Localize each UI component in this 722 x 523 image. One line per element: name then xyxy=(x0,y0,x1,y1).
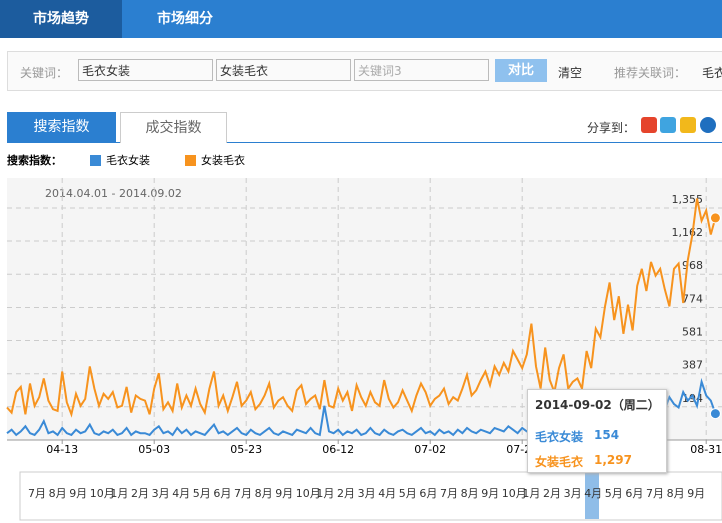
navigator-label: 9月 xyxy=(687,487,705,500)
navigator-label: 5月 xyxy=(605,487,623,500)
x-tick-label: 07-02 xyxy=(414,443,446,456)
x-tick-label: 05-23 xyxy=(230,443,262,456)
share-icon[interactable] xyxy=(660,117,676,133)
keyword-input[interactable]: 女装毛衣 xyxy=(216,59,351,81)
navigator-label: 6月 xyxy=(419,487,437,500)
legend-label: 毛衣女装 xyxy=(106,153,150,167)
navigator-label: 3月 xyxy=(152,487,170,500)
navigator-label: 7月 xyxy=(646,487,664,500)
x-tick-label: 05-03 xyxy=(138,443,170,456)
navigator-label: 8月 xyxy=(255,487,273,500)
search-label: 关键词： xyxy=(20,66,69,80)
navigator-label: 4月 xyxy=(584,487,602,500)
navigator-label: 1月 xyxy=(316,487,334,500)
navigator-label: 5月 xyxy=(193,487,211,500)
navigator-label: 1月 xyxy=(522,487,540,500)
legend-swatch xyxy=(185,155,196,166)
end-marker xyxy=(709,408,721,420)
tooltip: 2014-09-02（周二） 毛衣女装 154 女装毛衣 1,297 xyxy=(527,389,667,473)
tab-underline xyxy=(7,142,722,143)
navigator-label: 1月 xyxy=(110,487,128,500)
navigator-label: 6月 xyxy=(213,487,231,500)
tooltip-value: 154 xyxy=(594,428,620,442)
navigator-label: 8月 xyxy=(461,487,479,500)
navigator-label: 7月 xyxy=(28,487,46,500)
navigator xyxy=(19,471,722,521)
navigator-label: 9月 xyxy=(481,487,499,500)
keyword-input[interactable]: 毛衣女装 xyxy=(78,59,213,81)
clear-button[interactable]: 清空 xyxy=(558,66,583,80)
end-marker xyxy=(709,212,721,224)
x-tick-label: 06-12 xyxy=(322,443,354,456)
navigator-label: 7月 xyxy=(234,487,252,500)
chart-title: 搜索指数： xyxy=(7,153,62,167)
legend-label: 女装毛衣 xyxy=(201,153,245,167)
navigator-label: 4月 xyxy=(378,487,396,500)
y-tick-label: 1,162 xyxy=(672,226,704,239)
navigator-label: 10月 xyxy=(502,487,527,500)
navigator-label: 3月 xyxy=(564,487,582,500)
tooltip-name: 女装毛衣 xyxy=(535,455,584,469)
x-tick-label: 08-31 xyxy=(690,443,722,456)
navigator-label: 9月 xyxy=(69,487,87,500)
tooltip-date: 2014-09-02（周二） xyxy=(535,398,660,412)
navigator-label: 2月 xyxy=(131,487,149,500)
navigator-label: 7月 xyxy=(440,487,458,500)
related-label: 推荐关联词： xyxy=(614,66,687,80)
related-word[interactable]: 毛衣 xyxy=(702,66,722,80)
share-label: 分享到： xyxy=(587,121,636,135)
y-tick-label: 1,355 xyxy=(672,193,704,206)
index-tab[interactable]: 成交指数 xyxy=(120,112,227,143)
tooltip-value: 1,297 xyxy=(594,453,632,467)
date-range: 2014.04.01 - 2014.09.02 xyxy=(45,187,182,200)
navigator-label: 2月 xyxy=(543,487,561,500)
tooltip-name: 毛衣女装 xyxy=(535,430,584,444)
nav-tab[interactable]: 市场趋势 xyxy=(0,0,122,38)
navigator-label: 9月 xyxy=(275,487,293,500)
x-tick-label: 04-13 xyxy=(46,443,78,456)
navigator-label: 8月 xyxy=(667,487,685,500)
navigator-label: 6月 xyxy=(625,487,643,500)
navigator-label: 5月 xyxy=(399,487,417,500)
navigator-label: 4月 xyxy=(172,487,190,500)
search-bar xyxy=(7,51,722,91)
navigator-label: 3月 xyxy=(358,487,376,500)
share-icon[interactable] xyxy=(700,117,716,133)
y-tick-label: 774 xyxy=(682,292,703,305)
y-tick-label: 968 xyxy=(682,259,703,272)
y-tick-label: 387 xyxy=(682,359,703,372)
navigator-label: 10月 xyxy=(296,487,321,500)
navigator-handle[interactable] xyxy=(585,473,599,519)
legend-swatch xyxy=(90,155,101,166)
keyword-input[interactable]: 关键词3 xyxy=(354,59,489,81)
navigator-label: 10月 xyxy=(90,487,115,500)
share-icon[interactable] xyxy=(641,117,657,133)
compare-button[interactable]: 对比 xyxy=(495,59,547,82)
navigator-label: 8月 xyxy=(49,487,67,500)
navigator-label: 2月 xyxy=(337,487,355,500)
index-tab[interactable]: 搜索指数 xyxy=(7,112,116,143)
nav-tab[interactable]: 市场细分 xyxy=(157,11,213,27)
share-icon[interactable] xyxy=(680,117,696,133)
series-line xyxy=(6,198,717,418)
top-nav: 市场趋势 市场细分 xyxy=(0,0,722,38)
y-tick-label: 581 xyxy=(682,326,703,339)
